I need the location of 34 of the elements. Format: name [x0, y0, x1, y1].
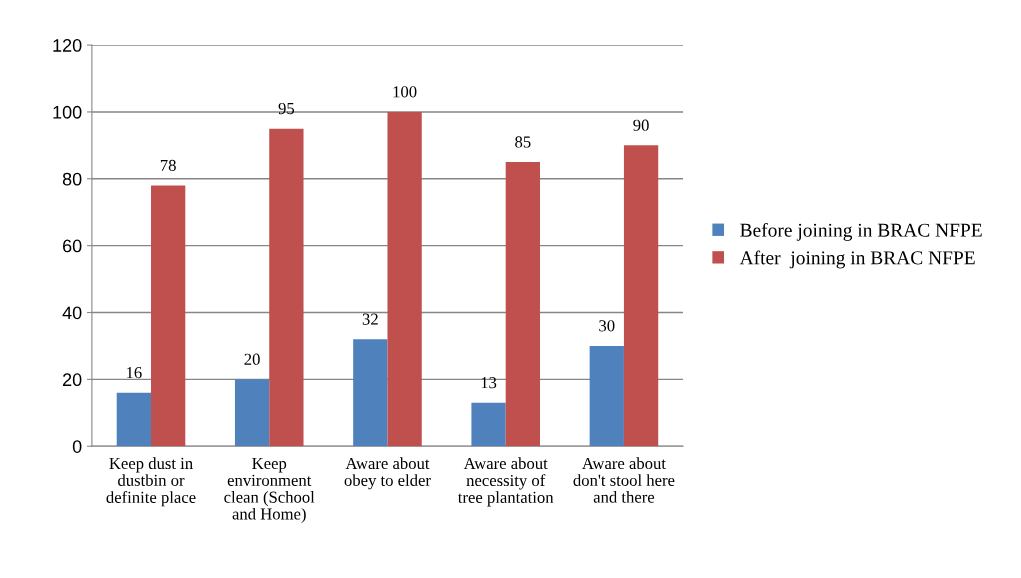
bar	[116, 392, 152, 447]
x-tick-label: Keep dust in dustbin or definite place	[106, 457, 196, 507]
bar	[269, 128, 304, 447]
legend-label: Before joining in BRAC NFPE	[740, 222, 982, 241]
data-label: 32	[362, 313, 378, 325]
bar	[623, 145, 659, 447]
data-label: 13	[481, 377, 497, 389]
legend-label: After joining in BRAC NFPE	[739, 250, 975, 269]
bar	[387, 111, 422, 447]
bar	[589, 345, 624, 447]
y-tick-label: 0	[72, 440, 82, 453]
y-tick-label: 20	[63, 373, 82, 387]
data-label: 90	[633, 119, 649, 131]
bar	[471, 402, 506, 447]
x-tick-label: Aware about don't stool here and there	[573, 457, 675, 503]
data-label: 100	[393, 86, 417, 98]
x-tick-label: Keep environment clean (School and Home)	[224, 457, 315, 523]
y-tick-label: 80	[62, 172, 82, 186]
x-tick-label: Aware about obey to elder	[344, 457, 431, 490]
bar	[353, 339, 388, 447]
y-tick-label: 100	[53, 105, 82, 119]
data-label: 30	[599, 320, 615, 332]
y-tick-label: 40	[62, 306, 82, 320]
x-tick-label: Aware about necessity of tree plantation	[457, 457, 554, 507]
data-label: 78	[160, 159, 176, 171]
data-label: 95	[278, 102, 295, 115]
bar	[234, 379, 270, 447]
data-label: 85	[515, 136, 531, 148]
y-tick-label: 120	[53, 39, 82, 52]
y-tick-label: 60	[63, 239, 82, 253]
bar	[505, 162, 540, 447]
data-label: 20	[244, 353, 260, 365]
bar	[151, 185, 186, 447]
data-label: 16	[127, 367, 142, 379]
